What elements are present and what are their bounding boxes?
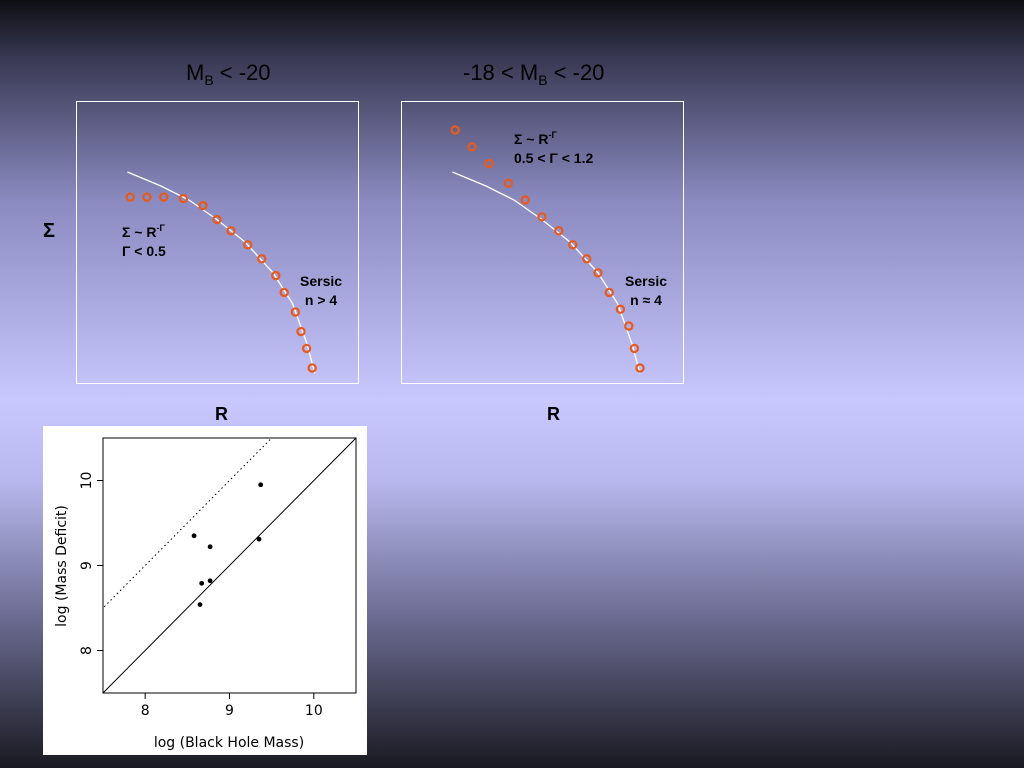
power-law-note-left: Σ ~ R-Γ Γ < 0.5 <box>122 223 166 259</box>
sersic-note-right: Sersic n ≈ 4 <box>625 273 668 308</box>
profile-point-left-7 <box>243 240 253 250</box>
mass-deficit-plot: 8 9 10 8 9 10 log (Black Hole Mass) log (Mass… <box>54 437 357 751</box>
profile-point-left-9 <box>271 270 281 281</box>
profile-point-right-5 <box>537 212 547 222</box>
profile-point-right-6 <box>554 226 564 236</box>
x-tick-label-9: 9 <box>225 703 234 719</box>
sigma-axis-label: Σ <box>43 220 56 242</box>
right-panel-title: -18 < MB < -20 <box>463 60 605 88</box>
profile-point-left-11 <box>290 307 301 317</box>
deficit-point-5 <box>258 482 264 488</box>
deficit-point-6 <box>256 536 262 542</box>
x-axis-title: log (Black Hole Mass) <box>154 735 304 751</box>
power-law-note-right: Σ ~ R-Γ 0.5 < Γ < 1.2 <box>514 130 594 166</box>
y-axis-title: log (Mass Deficit) <box>54 505 70 627</box>
solid-relation-line <box>103 438 356 693</box>
profile-point-left-0 <box>125 192 135 202</box>
x-tick-label-10: 10 <box>305 703 323 719</box>
right-x-axis-label: R <box>547 404 560 424</box>
right-profile-plot <box>450 125 645 374</box>
left-profile-plot <box>125 171 317 374</box>
profile-point-right-4 <box>520 195 530 205</box>
sersic-note-left: Sersic n > 4 <box>300 273 343 308</box>
y-tick-label-10: 10 <box>79 472 95 490</box>
y-tick-label-8: 8 <box>79 646 95 655</box>
y-tick-label-9: 9 <box>79 561 95 570</box>
deficit-point-4 <box>197 602 203 607</box>
profile-point-right-3 <box>503 178 514 188</box>
profile-point-left-12 <box>296 326 306 337</box>
profile-point-right-14 <box>635 363 645 373</box>
profile-point-left-4 <box>198 200 208 211</box>
profile-point-left-6 <box>226 226 236 236</box>
deficit-point-2 <box>199 580 205 586</box>
profile-point-right-1 <box>467 142 477 152</box>
profile-point-left-14 <box>307 363 317 373</box>
deficit-point-0 <box>191 533 197 539</box>
deficit-point-3 <box>207 578 213 584</box>
profile-point-right-8 <box>582 254 592 264</box>
deficit-point-1 <box>207 544 213 550</box>
profile-point-right-9 <box>593 268 603 278</box>
profile-point-left-8 <box>257 254 267 264</box>
sersic-curve-left <box>127 171 316 374</box>
sersic-curve-right <box>452 171 641 374</box>
left-profile-panel: Σ ~ R-Γ Γ < 0.5 Sersic n > 4 <box>76 101 359 384</box>
profile-point-left-1 <box>142 192 152 202</box>
profile-point-left-2 <box>159 192 169 202</box>
profile-point-right-13 <box>629 343 640 354</box>
profile-point-left-13 <box>301 343 312 354</box>
profile-point-left-3 <box>178 193 189 204</box>
profile-point-left-10 <box>279 287 289 298</box>
left-x-axis-label: R <box>215 404 228 424</box>
profile-point-right-12 <box>624 321 634 331</box>
profile-point-right-10 <box>604 287 614 298</box>
profile-point-right-11 <box>615 304 626 314</box>
profile-point-right-0 <box>450 125 460 135</box>
profile-point-left-5 <box>212 214 222 225</box>
profile-point-right-7 <box>568 240 578 250</box>
profile-point-right-2 <box>484 158 494 169</box>
x-tick-label-8: 8 <box>141 703 150 719</box>
mass-deficit-figure: 8 9 10 8 9 10 log (Black Hole Mass) log (Mass… <box>43 426 367 755</box>
right-profile-panel: Σ ~ R-Γ 0.5 < Γ < 1.2 Sersic n ≈ 4 <box>401 101 684 384</box>
left-panel-title: MB < -20 <box>186 60 271 88</box>
